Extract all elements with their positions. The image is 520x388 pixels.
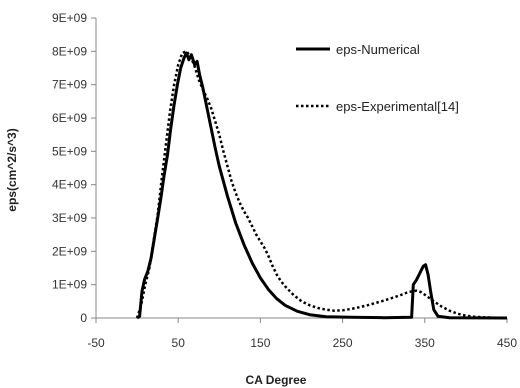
y-tick-label: 9E+09: [52, 11, 87, 25]
y-tick-label: 5E+09: [52, 144, 87, 158]
legend-label-numerical: eps-Numerical: [336, 42, 420, 57]
y-tick-label: 8E+09: [52, 44, 87, 58]
y-tick-label: 2E+09: [52, 244, 87, 258]
legend-label-experimental: eps-Experimental[14]: [336, 99, 459, 114]
x-axis-title: CA Degree: [246, 373, 307, 387]
legend: eps-Numerical eps-Experimental[14]: [296, 42, 459, 114]
y-tick-label: 0: [80, 311, 87, 325]
x-tick-label: 350: [415, 336, 435, 350]
y-tick-label: 1E+09: [52, 278, 87, 292]
y-axis-title: eps(cm^2/s^3): [5, 128, 19, 211]
x-axis-ticks: -50 50 150 250 350 450: [87, 318, 517, 350]
plot-area: [95, 18, 507, 319]
series-line-numerical: [136, 51, 508, 320]
x-tick-label: 150: [250, 336, 270, 350]
y-tick-label: 6E+09: [52, 111, 87, 125]
y-tick-label: 7E+09: [52, 78, 87, 92]
x-tick-label: 250: [333, 336, 353, 350]
series-line-experimental: [135, 50, 508, 320]
y-axis-ticks: 0 1E+09 2E+09 3E+09 4E+09 5E+09 6E+09 7E+09 8E+0…: [52, 11, 96, 325]
x-tick-label: -50: [87, 336, 105, 350]
series-layer: [135, 50, 508, 320]
x-tick-label: 450: [497, 336, 517, 350]
y-tick-label: 3E+09: [52, 211, 87, 225]
x-tick-label: 50: [172, 336, 186, 350]
y-tick-label: 4E+09: [52, 178, 87, 192]
